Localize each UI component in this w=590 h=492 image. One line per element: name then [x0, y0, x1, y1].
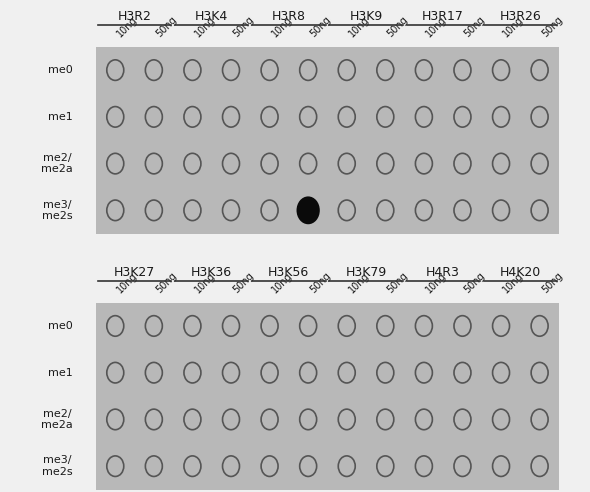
Text: 10ng: 10ng: [424, 271, 448, 295]
Text: me1: me1: [48, 112, 73, 122]
Text: 10ng: 10ng: [192, 15, 217, 39]
Circle shape: [297, 197, 319, 223]
Text: 50ng: 50ng: [385, 15, 410, 39]
Text: me2/
me2a: me2/ me2a: [41, 409, 73, 430]
Text: 50ng: 50ng: [463, 15, 487, 39]
Text: 50ng: 50ng: [231, 15, 255, 39]
Text: 50ng: 50ng: [385, 271, 410, 295]
Text: 10ng: 10ng: [270, 15, 294, 39]
Text: 10ng: 10ng: [347, 271, 371, 295]
Text: H3K56: H3K56: [268, 266, 310, 279]
Text: H3R26: H3R26: [500, 10, 541, 23]
Text: H3R17: H3R17: [422, 10, 464, 23]
Text: 10ng: 10ng: [270, 271, 294, 295]
Text: 50ng: 50ng: [231, 271, 255, 295]
Text: 50ng: 50ng: [463, 271, 487, 295]
Text: 50ng: 50ng: [154, 271, 178, 295]
Text: 50ng: 50ng: [308, 271, 333, 295]
Text: 50ng: 50ng: [540, 15, 564, 39]
Text: 50ng: 50ng: [308, 15, 333, 39]
Text: H3K4: H3K4: [195, 10, 228, 23]
Text: H4K20: H4K20: [500, 266, 541, 279]
Text: 10ng: 10ng: [424, 15, 448, 39]
Text: H3K36: H3K36: [191, 266, 232, 279]
Text: 10ng: 10ng: [192, 271, 217, 295]
Text: H3R8: H3R8: [272, 10, 306, 23]
Text: me3/
me2s: me3/ me2s: [42, 200, 73, 221]
Text: H3K79: H3K79: [345, 266, 386, 279]
Bar: [96, 47, 559, 234]
Text: H3R2: H3R2: [117, 10, 152, 23]
Text: 10ng: 10ng: [347, 15, 371, 39]
Text: me0: me0: [48, 321, 73, 331]
Text: me2/
me2a: me2/ me2a: [41, 153, 73, 174]
Text: H3K9: H3K9: [349, 10, 383, 23]
Text: me3/
me2s: me3/ me2s: [42, 456, 73, 477]
Text: 50ng: 50ng: [154, 15, 178, 39]
Text: H3K27: H3K27: [114, 266, 155, 279]
Text: 10ng: 10ng: [115, 15, 140, 39]
Text: 10ng: 10ng: [501, 271, 526, 295]
Bar: [96, 303, 559, 490]
Text: H4R3: H4R3: [426, 266, 460, 279]
Text: 10ng: 10ng: [115, 271, 140, 295]
Text: me1: me1: [48, 368, 73, 378]
Text: me0: me0: [48, 65, 73, 75]
Text: 10ng: 10ng: [501, 15, 526, 39]
Text: 50ng: 50ng: [540, 271, 564, 295]
